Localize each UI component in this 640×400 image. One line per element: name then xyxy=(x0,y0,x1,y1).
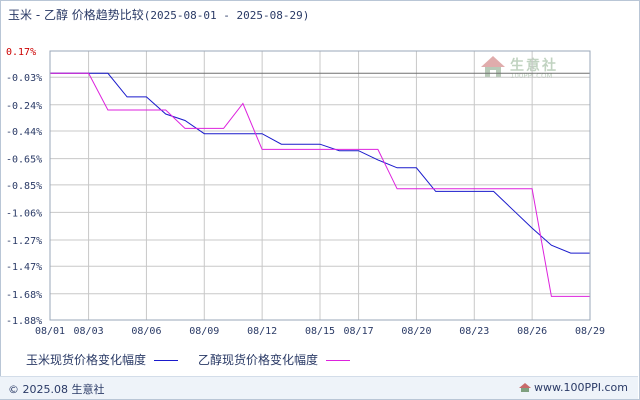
y-axis-ticks: 0.17% -0.03% -0.24% -0.44% -0.65% -0.85% -1.06… xyxy=(6,47,42,327)
y-tick-label: -0.85% xyxy=(6,181,42,192)
chart-series xyxy=(50,72,590,297)
x-tick-label: 08/01 xyxy=(35,326,65,337)
legend-label-ethanol: 乙醇现货价格变化幅度 xyxy=(198,353,319,367)
y-tick-label: -0.65% xyxy=(6,155,42,166)
chart-grid xyxy=(49,50,591,321)
x-tick-label: 08/06 xyxy=(131,326,161,337)
x-tick-label: 08/23 xyxy=(459,326,489,337)
legend-swatch-corn xyxy=(154,360,179,361)
y-tick-label: -0.03% xyxy=(6,73,42,84)
watermark-name: 生意社 xyxy=(510,58,558,74)
y-tick-label: -1.47% xyxy=(6,262,42,273)
y-tick-label: -0.24% xyxy=(6,101,42,112)
footer-site[interactable]: www.100PPI.com xyxy=(519,381,628,394)
y-tick-label: 0.17% xyxy=(6,47,36,58)
chart-date-range: (2025-08-01 - 2025-08-29) xyxy=(143,9,310,22)
legend-item-ethanol: 乙醇现货价格变化幅度 xyxy=(198,351,351,368)
x-axis-ticks: 08/01 08/03 08/06 08/09 08/12 08/15 08/17 08/20… xyxy=(35,326,605,337)
chart-title: 玉米 - 乙醇 价格趋势比较(2025-08-01 - 2025-08-29) xyxy=(8,6,309,23)
series-line-ethanol xyxy=(50,72,590,297)
y-tick-label: -1.88% xyxy=(6,316,42,327)
x-tick-label: 08/26 xyxy=(517,326,547,337)
x-tick-label: 08/17 xyxy=(344,326,374,337)
legend-label-corn: 玉米现货价格变化幅度 xyxy=(26,353,147,367)
x-tick-label: 08/20 xyxy=(401,326,431,337)
x-tick-label: 08/29 xyxy=(575,326,605,337)
x-tick-label: 08/03 xyxy=(74,326,104,337)
watermark-url: 100PPI.COM xyxy=(510,72,553,80)
site-logo-icon xyxy=(519,383,532,392)
x-tick-label: 08/15 xyxy=(305,326,335,337)
y-tick-label: -1.27% xyxy=(6,236,42,247)
x-tick-label: 08/09 xyxy=(189,326,219,337)
x-tick-label: 08/12 xyxy=(247,326,277,337)
plot-border xyxy=(49,50,591,321)
footer-bar: © 2025.08 生意社 www.100PPI.com xyxy=(0,376,638,399)
chart-title-text: 玉米 - 乙醇 价格趋势比较 xyxy=(8,8,144,22)
y-tick-label: -1.06% xyxy=(6,208,42,219)
y-tick-label: -1.68% xyxy=(6,290,42,301)
footer-copyright: © 2025.08 生意社 xyxy=(8,383,105,396)
legend-item-corn: 玉米现货价格变化幅度 xyxy=(26,351,179,368)
footer-site-url[interactable]: www.100PPI.com xyxy=(534,381,628,394)
y-tick-label: -0.44% xyxy=(6,127,42,138)
legend-swatch-ethanol xyxy=(326,360,351,361)
